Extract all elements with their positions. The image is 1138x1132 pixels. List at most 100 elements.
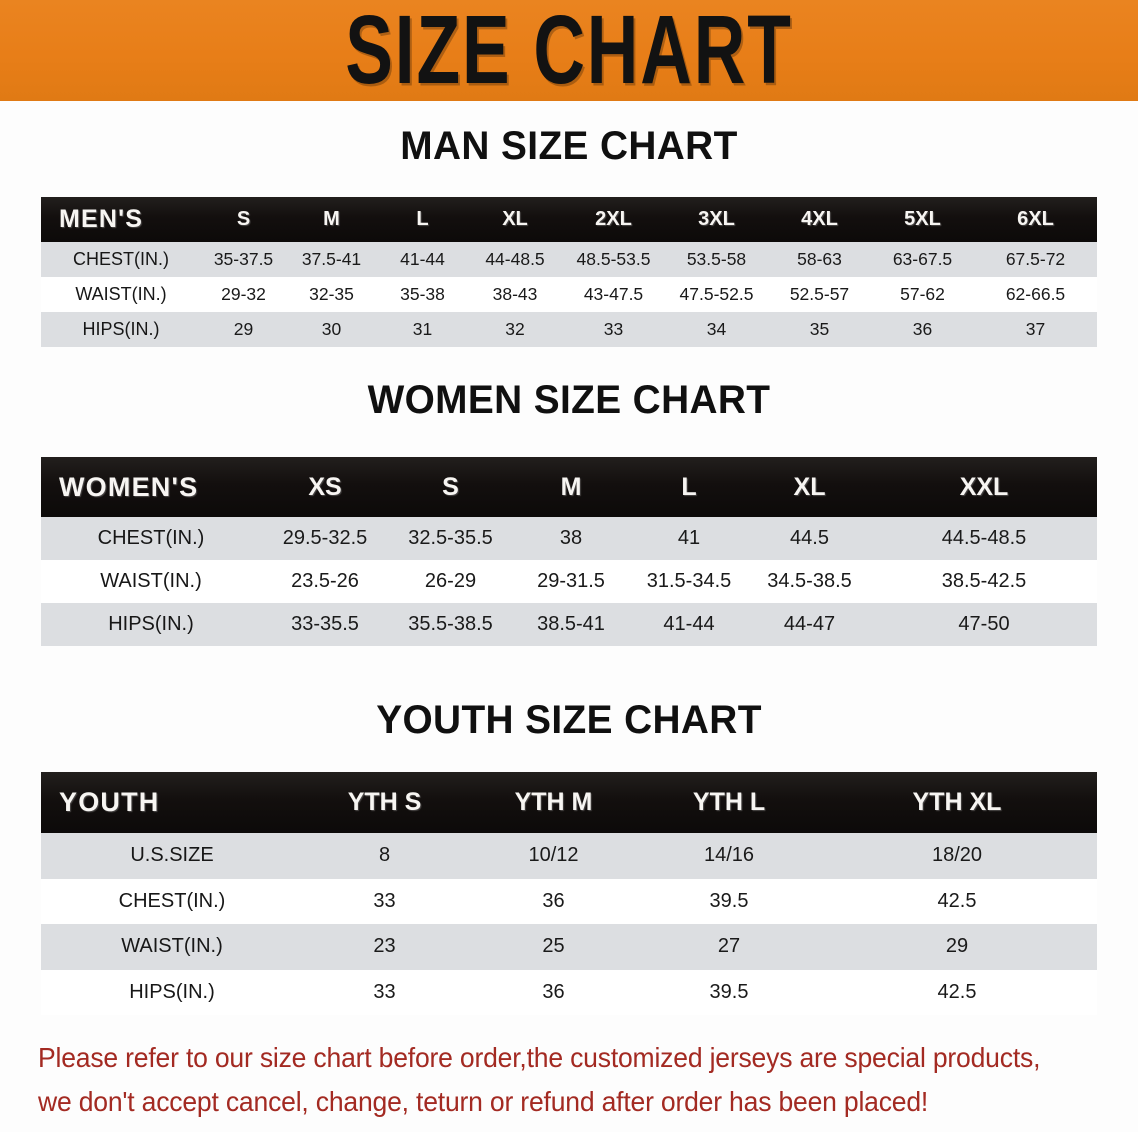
man-chest-m: 37.5-41 [301, 249, 362, 269]
youth-ussize-xl: 18/20 [931, 844, 983, 867]
man-col-l: L [416, 208, 429, 230]
man-col-s: S [236, 208, 251, 230]
women-waist-m: 29-31.5 [537, 570, 605, 592]
women-waist-xxl: 38.5-42.5 [941, 570, 1027, 592]
women-col-s: S [442, 472, 459, 501]
women-row-label-chest: CHEST(IN.) [97, 527, 205, 549]
women-waist-s: 26-29 [424, 570, 477, 592]
man-chest-4xl: 58-63 [797, 249, 842, 269]
women-size-table: WOMEN'S XS S M L XL XXL CHEST(IN.) 29.5-… [41, 457, 1097, 646]
women-chest-m: 38 [559, 527, 583, 549]
women-col-xl: XL [793, 472, 826, 501]
man-waist-l: 35-38 [400, 284, 445, 304]
youth-hips-m: 36 [542, 980, 565, 1003]
man-col-5xl: 5XL [904, 208, 941, 230]
women-hips-m: 38.5-41 [537, 613, 605, 635]
man-chest-3xl: 53.5-58 [686, 249, 747, 269]
man-col-3xl: 3XL [698, 208, 735, 230]
table-row: CHEST(IN.) 29.5-32.5 32.5-35.5 38 41 44.… [41, 517, 1097, 560]
women-chest-xs: 29.5-32.5 [282, 527, 368, 549]
man-hips-5xl: 36 [912, 319, 933, 339]
man-hips-2xl: 33 [603, 319, 624, 339]
man-hips-4xl: 35 [809, 319, 830, 339]
women-table-header-row: WOMEN'S XS S M L XL XXL [41, 457, 1097, 517]
man-chest-l: 41-44 [400, 249, 445, 269]
women-row-label-waist: WAIST(IN.) [100, 570, 202, 592]
table-row: WAIST(IN.) 23 25 27 29 [41, 924, 1097, 970]
man-waist-xl: 38-43 [492, 284, 538, 304]
man-waist-m: 32-35 [309, 284, 354, 304]
women-chest-s: 32.5-35.5 [408, 527, 493, 549]
youth-col-l: YTH L [692, 788, 766, 816]
youth-col-xl: YTH XL [912, 788, 1002, 816]
table-row: HIPS(IN.) 33-35.5 35.5-38.5 38.5-41 41-4… [41, 603, 1097, 646]
page-title: SIZE CHART [345, 0, 793, 101]
women-waist-xs: 23.5-26 [291, 570, 359, 592]
table-row: WAIST(IN.) 23.5-26 26-29 29-31.5 31.5-34… [41, 560, 1097, 603]
youth-chest-xl: 42.5 [937, 889, 977, 912]
youth-row-label-chest: CHEST(IN.) [118, 889, 226, 912]
youth-row-label-ussize: U.S.SIZE [130, 844, 214, 867]
disclaimer-line-2: we don't accept cancel, change, teturn o… [38, 1086, 929, 1117]
man-col-m: M [323, 208, 340, 230]
women-hips-xs: 33-35.5 [291, 613, 359, 635]
youth-ussize-l: 14/16 [703, 844, 755, 867]
youth-ussize-m: 10/12 [528, 844, 579, 867]
women-col-xxl: XXL [959, 472, 1009, 501]
women-hips-l: 41-44 [663, 613, 715, 635]
disclaimer-note: Please refer to our size chart before or… [38, 1036, 1069, 1124]
youth-waist-s: 23 [373, 935, 396, 958]
man-col-2xl: 2XL [595, 208, 632, 230]
man-hips-s: 29 [233, 319, 254, 339]
disclaimer-line-1: Please refer to our size chart before or… [38, 1042, 1041, 1073]
women-chest-l: 41 [677, 527, 701, 549]
women-section-title: WOMEN SIZE CHART [367, 378, 771, 422]
table-row: WAIST(IN.) 29-32 32-35 35-38 38-43 43-47… [41, 277, 1097, 312]
women-corner-label: WOMEN'S [59, 471, 199, 502]
man-hips-6xl: 37 [1025, 319, 1046, 339]
man-waist-s: 29-32 [221, 284, 266, 304]
youth-waist-l: 27 [717, 935, 741, 958]
man-hips-xl: 32 [505, 319, 525, 339]
women-col-xs: XS [308, 472, 342, 501]
man-col-xl: XL [502, 208, 528, 230]
women-waist-xl: 34.5-38.5 [767, 570, 852, 592]
man-section-title: MAN SIZE CHART [400, 124, 738, 168]
man-hips-l: 31 [412, 319, 433, 339]
youth-col-s: YTH S [347, 788, 422, 816]
table-row: CHEST(IN.) 35-37.5 37.5-41 41-44 44-48.5… [41, 242, 1097, 277]
youth-col-m: YTH M [514, 788, 593, 816]
man-waist-6xl: 62-66.5 [1005, 284, 1066, 304]
youth-chest-l: 39.5 [709, 889, 749, 912]
youth-size-table: YOUTH YTH S YTH M YTH L YTH XL U.S.SIZE … [41, 772, 1097, 1015]
youth-chest-s: 33 [373, 889, 396, 912]
youth-hips-xl: 42.5 [937, 980, 977, 1003]
women-chest-xl: 44.5 [790, 527, 829, 549]
youth-ussize-s: 8 [378, 844, 391, 867]
man-waist-2xl: 43-47.5 [583, 284, 644, 304]
youth-corner-label: YOUTH [59, 787, 160, 817]
man-chest-xl: 44-48.5 [485, 249, 545, 269]
youth-waist-xl: 29 [945, 935, 969, 958]
women-col-l: L [681, 472, 697, 501]
man-waist-3xl: 47.5-52.5 [679, 284, 754, 304]
youth-waist-m: 25 [542, 935, 565, 958]
man-table-header-row: MEN'S S M L XL 2XL 3XL 4XL 5XL 6XL [41, 197, 1097, 242]
man-col-6xl: 6XL [1017, 208, 1054, 230]
man-chest-2xl: 48.5-53.5 [576, 249, 651, 269]
youth-hips-l: 39.5 [709, 980, 749, 1003]
page-banner: SIZE CHART [0, 0, 1138, 101]
youth-row-label-hips: HIPS(IN.) [129, 980, 215, 1003]
man-waist-5xl: 57-62 [900, 284, 945, 304]
man-chest-5xl: 63-67.5 [892, 249, 953, 269]
man-waist-4xl: 52.5-57 [789, 284, 850, 304]
women-row-label-hips: HIPS(IN.) [108, 613, 194, 635]
youth-hips-s: 33 [373, 980, 396, 1003]
man-chest-s: 35-37.5 [213, 249, 274, 269]
man-hips-3xl: 34 [706, 319, 727, 339]
youth-row-label-waist: WAIST(IN.) [121, 935, 223, 958]
women-hips-xxl: 47-50 [958, 613, 1010, 635]
table-row: HIPS(IN.) 29 30 31 32 33 34 35 36 37 [41, 312, 1097, 347]
man-chest-6xl: 67.5-72 [1005, 249, 1066, 269]
